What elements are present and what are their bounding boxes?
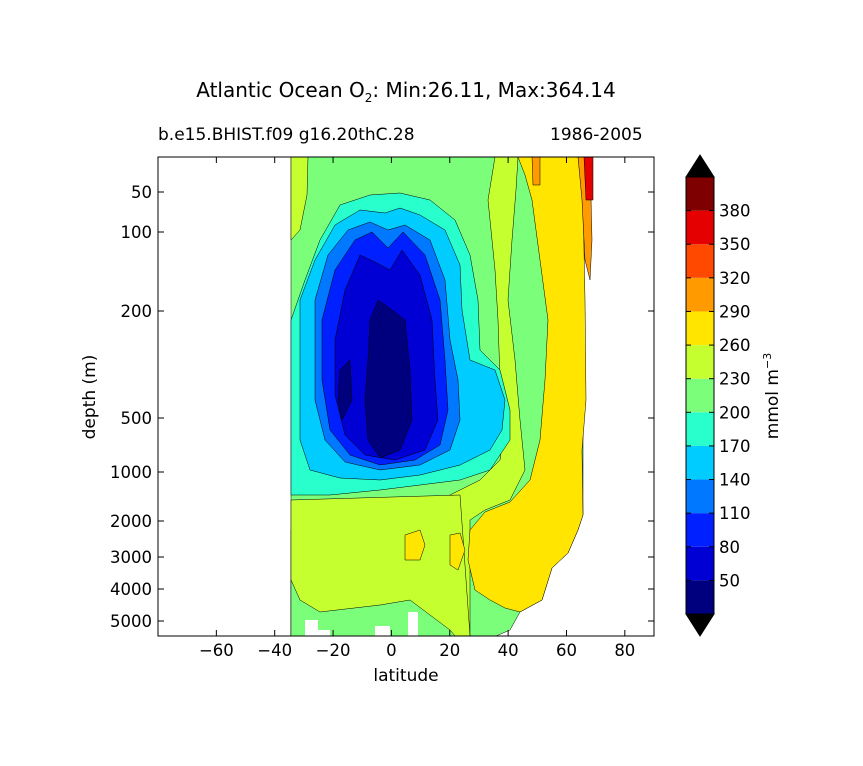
colorbar-tick-label: 170	[719, 437, 751, 456]
colorbar-frame	[685, 176, 715, 615]
missing-data-bottom	[305, 612, 418, 636]
contour-260-290-island-1	[404, 529, 426, 561]
contour-20-50	[364, 299, 413, 459]
colorbar-tick-label: 110	[719, 504, 751, 523]
y-tick-label: 100	[121, 223, 153, 242]
y-tick-label: 1000	[110, 463, 152, 482]
colorbar-tick-label: 200	[719, 403, 751, 422]
contour-20-50-left	[337, 359, 353, 421]
contour-260-290-island-2	[449, 532, 466, 571]
y-tick-label: 200	[121, 302, 153, 321]
colorbar-tick-label: 140	[719, 471, 751, 490]
colorbar-segment	[686, 177, 714, 211]
y-tick-label: 3000	[110, 548, 152, 567]
colorbar-under-triangle	[685, 613, 715, 637]
title-subscript: 2	[364, 91, 373, 105]
y-axis-ticks: 50 100 200 500 1000 2000 3000 4000 5000	[110, 183, 654, 631]
colorbar-segment	[686, 412, 714, 446]
x-tick-label: −20	[316, 641, 351, 660]
colorbar-tick-label: 320	[719, 269, 751, 288]
colorbar-segment	[686, 210, 714, 245]
subtitle-period: 1986-2005	[550, 125, 643, 145]
y-tick-label: 2000	[110, 512, 152, 531]
colorbar-segment	[686, 513, 714, 547]
colorbar-tick-label: 50	[719, 571, 740, 590]
y-axis-label: depth (m)	[80, 355, 100, 440]
colorbar-segment	[686, 546, 714, 581]
subtitle-case: b.e15.BHIST.f09 g16.20thC.28	[158, 125, 415, 145]
colorbar-segment	[686, 445, 714, 480]
colorbar-segment	[686, 311, 714, 346]
x-tick-label: 80	[614, 641, 635, 660]
title-suffix: : Min:26.11, Max:364.14	[372, 78, 616, 102]
colorbar-label-superscript: −3	[761, 353, 774, 369]
colorbar-label-base: mmol m	[763, 369, 783, 439]
colorbar: 50 80 110 140 170 200 230 260 290 320 350 380	[685, 154, 751, 637]
colorbar-tick-label: 230	[719, 370, 751, 389]
x-tick-label: 60	[556, 641, 577, 660]
contour-290-320	[531, 157, 541, 186]
colorbar-label: mmol m−3	[761, 353, 783, 439]
contour-field	[290, 157, 594, 636]
plot-frame	[157, 156, 655, 637]
x-tick-label: −40	[257, 641, 292, 660]
colorbar-segment	[686, 580, 714, 614]
x-tick-label: −60	[199, 641, 234, 660]
colorbar-over-triangle	[685, 154, 715, 178]
y-tick-label: 50	[131, 183, 152, 202]
colorbar-tick-label: 350	[719, 235, 751, 254]
colorbar-tick-label: 260	[719, 336, 751, 355]
x-tick-label: 0	[386, 641, 397, 660]
colorbar-segment	[686, 378, 714, 413]
colorbar-segment	[686, 244, 714, 278]
y-tick-label: 500	[121, 409, 153, 428]
contour-260-290	[467, 157, 587, 613]
contour-230-260-upper-left	[290, 157, 309, 241]
x-axis-ticks: −60 −40 −20 0 20 40 60 80	[199, 157, 635, 660]
y-tick-label: 4000	[110, 580, 152, 599]
colorbar-tick-label: 380	[719, 202, 751, 221]
colorbar-tick-label: 290	[719, 302, 751, 321]
x-tick-label: 40	[498, 641, 519, 660]
x-axis-label: latitude	[373, 666, 438, 686]
y-tick-label: 5000	[110, 612, 152, 631]
x-tick-label: 20	[439, 641, 460, 660]
colorbar-segment	[686, 479, 714, 514]
title-prefix: Atlantic Ocean O	[196, 78, 365, 102]
colorbar-tick-label: 80	[719, 538, 740, 557]
colorbar-segment	[686, 277, 714, 312]
contour-350-380	[583, 157, 594, 201]
chart-title: Atlantic Ocean O2: Min:26.11, Max:364.14	[0, 78, 812, 105]
colorbar-segment	[686, 345, 714, 379]
